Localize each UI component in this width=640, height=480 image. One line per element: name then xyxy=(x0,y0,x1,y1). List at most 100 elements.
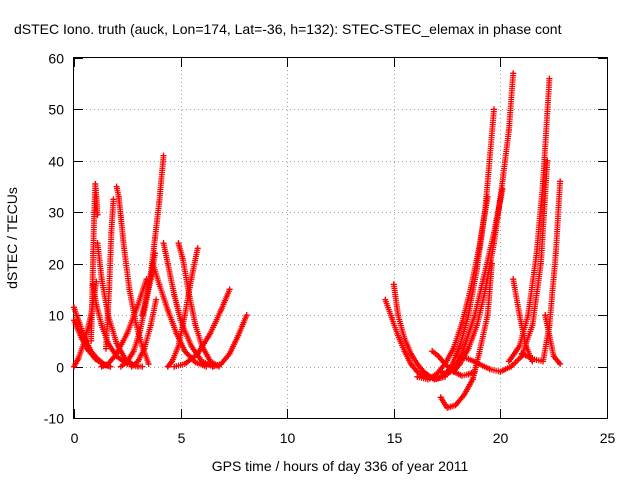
data-point xyxy=(145,361,152,367)
data-point xyxy=(98,322,105,329)
data-point xyxy=(160,240,167,247)
data-point xyxy=(235,332,242,339)
data-point xyxy=(461,391,468,398)
data-point xyxy=(505,358,512,365)
series-11 xyxy=(139,152,167,319)
data-point xyxy=(546,75,553,82)
x-tick-label: 25 xyxy=(600,430,616,446)
data-point xyxy=(135,363,141,370)
data-point xyxy=(450,345,457,352)
data-point xyxy=(143,294,150,301)
data-point xyxy=(395,312,402,319)
data-point xyxy=(510,276,517,283)
data-point xyxy=(508,363,515,370)
series-12 xyxy=(128,296,160,370)
data-point xyxy=(388,314,395,321)
series-19 xyxy=(382,296,433,382)
data-point xyxy=(71,363,77,370)
data-point xyxy=(156,199,163,205)
data-point xyxy=(207,330,214,337)
y-tick-label: 50 xyxy=(48,102,64,118)
data-point xyxy=(164,363,171,370)
data-point xyxy=(484,312,491,319)
data-point xyxy=(226,286,233,293)
data-point xyxy=(90,250,97,257)
data-point xyxy=(407,361,414,367)
data-point xyxy=(93,193,100,200)
data-point xyxy=(105,361,112,367)
data-point xyxy=(473,265,480,272)
x-tick-label: 10 xyxy=(280,430,296,446)
data-point xyxy=(153,296,160,303)
series-24 xyxy=(450,70,517,375)
data-point xyxy=(542,312,549,319)
data-point xyxy=(218,307,225,313)
data-point xyxy=(401,348,408,355)
series-13 xyxy=(149,260,210,370)
data-point xyxy=(92,355,99,362)
data-point xyxy=(141,345,148,352)
data-point xyxy=(488,260,495,267)
data-point xyxy=(135,358,141,365)
data-point xyxy=(115,193,122,200)
plot-frame xyxy=(73,57,608,419)
data-point xyxy=(126,286,133,293)
data-point xyxy=(414,373,421,380)
data-point xyxy=(186,291,193,298)
data-point xyxy=(83,345,90,352)
data-point xyxy=(497,368,504,375)
data-point xyxy=(529,322,536,329)
data-point xyxy=(465,312,472,319)
data-point xyxy=(465,371,472,378)
data-point xyxy=(435,353,442,360)
data-point xyxy=(91,209,98,216)
series-markers xyxy=(422,106,497,383)
data-point xyxy=(113,350,120,357)
y-tick-label: 30 xyxy=(48,205,64,221)
data-point xyxy=(422,371,429,378)
data-point xyxy=(476,361,483,367)
data-point xyxy=(437,394,444,401)
data-point xyxy=(414,361,421,367)
series-markers xyxy=(103,196,117,352)
data-point xyxy=(160,152,167,159)
series-18 xyxy=(209,312,250,370)
series-7 xyxy=(103,196,117,352)
data-point xyxy=(414,368,421,375)
data-point xyxy=(171,291,178,298)
data-point xyxy=(516,343,523,349)
data-point xyxy=(450,368,457,375)
data-point xyxy=(164,260,171,267)
data-point xyxy=(117,363,124,370)
data-point xyxy=(194,350,201,357)
data-point xyxy=(147,271,154,277)
data-point xyxy=(181,361,188,367)
data-point xyxy=(486,366,493,373)
data-point xyxy=(124,330,131,337)
data-point xyxy=(77,332,84,339)
data-point xyxy=(152,235,158,241)
data-point xyxy=(552,250,559,257)
y-tick-label: -10 xyxy=(44,411,64,427)
data-point xyxy=(71,317,77,324)
data-point xyxy=(491,106,497,113)
data-point xyxy=(454,353,461,360)
x-tick-label: 15 xyxy=(387,430,403,446)
data-point xyxy=(209,363,216,370)
data-point xyxy=(121,245,128,252)
data-point xyxy=(525,312,532,319)
data-point xyxy=(465,355,472,362)
data-point xyxy=(550,353,557,360)
data-point xyxy=(181,348,188,355)
data-point xyxy=(124,358,131,365)
data-point xyxy=(226,350,233,357)
data-point xyxy=(444,371,451,378)
x-tick-label: 0 xyxy=(71,430,79,446)
data-point xyxy=(469,376,476,383)
data-point xyxy=(135,301,141,308)
x-tick-label: 5 xyxy=(178,430,186,446)
y-tick-label: 40 xyxy=(48,154,64,170)
data-point xyxy=(192,322,199,329)
y-tick-label: 10 xyxy=(48,308,64,324)
